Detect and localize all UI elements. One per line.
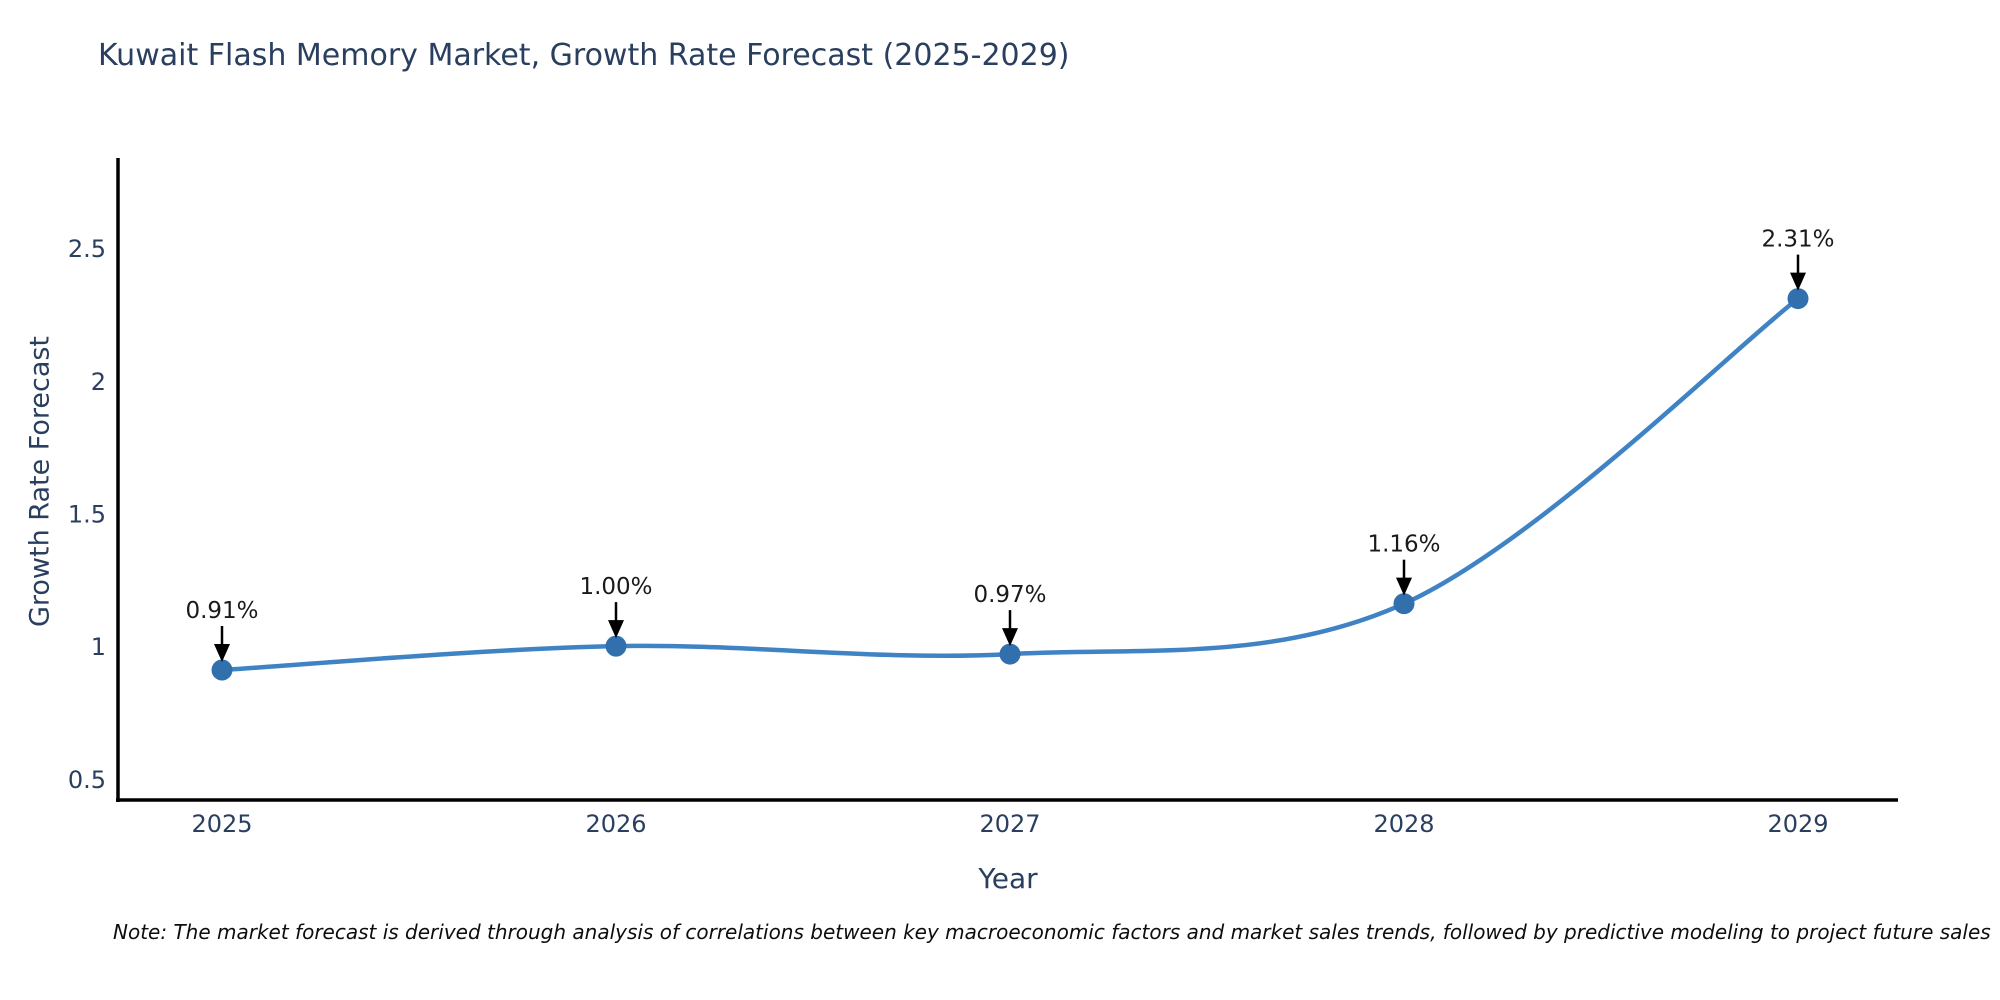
data-point-label: 2.31% — [1761, 227, 1834, 253]
annotation-arrowhead-icon — [214, 644, 230, 663]
line-series — [211, 288, 1809, 681]
x-tick-label: 2025 — [191, 810, 252, 838]
x-axis-title: Year — [978, 862, 1038, 895]
footnote: Note: The market forecast is derived thr… — [113, 920, 1991, 944]
y-tick-label: 1.5 — [68, 500, 106, 528]
data-point-marker — [605, 635, 627, 657]
data-point-marker — [999, 643, 1021, 665]
annotation-arrowhead-icon — [1396, 577, 1412, 596]
data-point-marker — [1393, 593, 1415, 615]
y-tick-label: 1 — [91, 633, 106, 661]
growth-rate-line — [219, 296, 1801, 673]
axes-layer — [116, 158, 1898, 802]
y-tick-label: 2.5 — [68, 235, 106, 263]
y-tick-label: 0.5 — [68, 766, 106, 794]
data-point-label: 1.00% — [579, 574, 652, 600]
ticks-layer: 0.5 1 1.5 2 2.5 2025 2026 2027 2028 2029 — [68, 235, 1829, 838]
data-point-marker — [1787, 288, 1809, 310]
annotation-arrowhead-icon — [608, 620, 624, 639]
x-tick-label: 2029 — [1767, 810, 1828, 838]
annotation-arrowhead-icon — [1002, 628, 1018, 647]
data-point-label: 0.97% — [973, 582, 1046, 608]
x-tick-label: 2026 — [585, 810, 646, 838]
chart-title: Kuwait Flash Memory Market, Growth Rate … — [98, 38, 1070, 73]
y-axis-title: Growth Rate Forecast — [24, 335, 56, 628]
annotation-arrowhead-icon — [1790, 272, 1806, 291]
x-tick-label: 2028 — [1373, 810, 1434, 838]
data-point-marker — [211, 659, 233, 681]
data-point-label: 1.16% — [1367, 532, 1440, 558]
y-tick-label: 2 — [91, 368, 106, 396]
data-point-label: 0.91% — [185, 598, 258, 624]
annotations-layer: 0.91% 1.00% 0.97% 1.16% 2.31% — [185, 227, 1835, 663]
x-tick-label: 2027 — [979, 810, 1040, 838]
